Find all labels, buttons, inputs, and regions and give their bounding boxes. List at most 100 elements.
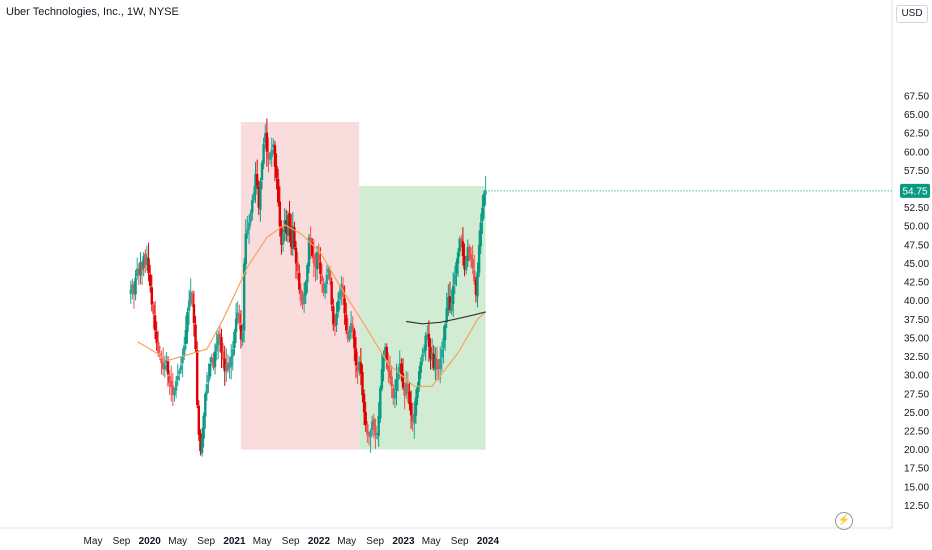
candle-body <box>212 358 215 368</box>
candle-body <box>320 275 324 282</box>
candle-body <box>299 289 303 301</box>
candle-body <box>317 254 320 262</box>
candle-body <box>351 325 354 331</box>
candle-body <box>358 361 361 370</box>
moving-average-line <box>136 224 487 387</box>
candle-body <box>132 284 136 295</box>
candle-body <box>183 345 186 357</box>
candle-body <box>140 263 144 271</box>
candle-body <box>273 145 277 167</box>
candle-body <box>242 263 246 331</box>
currency-button[interactable]: USD <box>896 5 928 23</box>
candle-body <box>437 366 440 370</box>
candle-body <box>419 361 423 373</box>
candle-body <box>142 256 145 269</box>
candle-body <box>301 300 304 305</box>
y-tick-label: 15.00 <box>904 482 929 493</box>
candle-body <box>257 185 260 208</box>
y-tick-label: 25.00 <box>904 408 929 419</box>
candle-body <box>408 391 411 405</box>
candle-body <box>403 388 406 396</box>
candle-body <box>353 330 356 349</box>
y-tick-label: 45.00 <box>904 259 929 270</box>
candle-body <box>481 207 484 222</box>
last-price-label: 54.75 <box>902 186 927 197</box>
candle-body <box>388 370 392 379</box>
candle-body <box>319 262 322 274</box>
x-tick-label: Sep <box>282 536 300 547</box>
candle-body <box>455 261 458 274</box>
candle-body <box>285 220 288 234</box>
candle-body <box>430 352 434 361</box>
candle-body <box>482 193 486 207</box>
candle-body <box>286 215 290 236</box>
candle-body <box>234 318 238 333</box>
candle-body <box>468 246 471 257</box>
candle-body <box>244 233 247 265</box>
candle-body <box>174 381 178 391</box>
candle-body <box>236 312 239 321</box>
candle-body <box>144 253 147 265</box>
candle-body <box>463 255 466 270</box>
candle-body <box>392 388 395 399</box>
candle-body <box>277 178 280 203</box>
candle-body <box>417 371 421 388</box>
candle-body <box>136 268 139 277</box>
candle-body <box>217 334 220 345</box>
candle-body <box>208 363 212 377</box>
candle-body <box>195 350 199 405</box>
candle-body <box>189 291 192 302</box>
candle-body <box>405 383 408 394</box>
candle-body <box>238 313 241 324</box>
candle-body <box>155 331 158 344</box>
x-tick-label: Sep <box>113 536 131 547</box>
candle-body <box>435 359 439 368</box>
candle-body <box>309 237 312 245</box>
candle-body <box>251 200 254 213</box>
candle-body <box>307 237 311 267</box>
candle-body <box>473 270 476 282</box>
candle-body <box>380 369 384 389</box>
candle-body <box>370 421 374 431</box>
candle-body <box>409 402 413 416</box>
candle-body <box>416 386 419 399</box>
candle-body <box>432 353 435 368</box>
candle-body <box>153 315 157 331</box>
candle-body <box>469 254 473 260</box>
candle-body <box>395 378 398 392</box>
candle-body <box>311 242 314 257</box>
candle-body <box>265 132 269 152</box>
candle-body <box>401 373 405 388</box>
y-tick-label: 40.00 <box>904 296 929 307</box>
y-tick-label: 35.00 <box>904 333 929 344</box>
candle-body <box>306 264 309 283</box>
candle-body <box>199 433 202 452</box>
candle-body <box>168 376 171 383</box>
candle-body <box>367 435 371 437</box>
candle-body <box>148 274 152 286</box>
candle-body <box>439 358 442 369</box>
candle-body <box>413 413 416 424</box>
x-tick-label: Sep <box>451 536 469 547</box>
y-tick-label: 57.50 <box>904 166 929 177</box>
candle-body <box>280 226 283 245</box>
candle-body <box>192 304 196 324</box>
candle-body <box>443 324 447 341</box>
candle-body <box>336 300 340 313</box>
candle-body <box>272 144 275 148</box>
candle-body <box>129 289 132 294</box>
candle-body <box>161 362 165 370</box>
candle-body <box>225 363 228 372</box>
candle-body <box>327 268 330 273</box>
lightning-icon[interactable]: ⚡ <box>835 512 853 530</box>
candle-body <box>202 416 205 439</box>
candle-body <box>187 300 191 311</box>
candle-body <box>139 261 142 276</box>
candle-body <box>260 162 264 181</box>
y-tick-label: 67.50 <box>904 91 929 102</box>
candle-body <box>354 348 358 366</box>
candle-body <box>296 262 299 271</box>
candle-body <box>421 354 424 362</box>
x-tick-label: 2022 <box>308 536 331 547</box>
